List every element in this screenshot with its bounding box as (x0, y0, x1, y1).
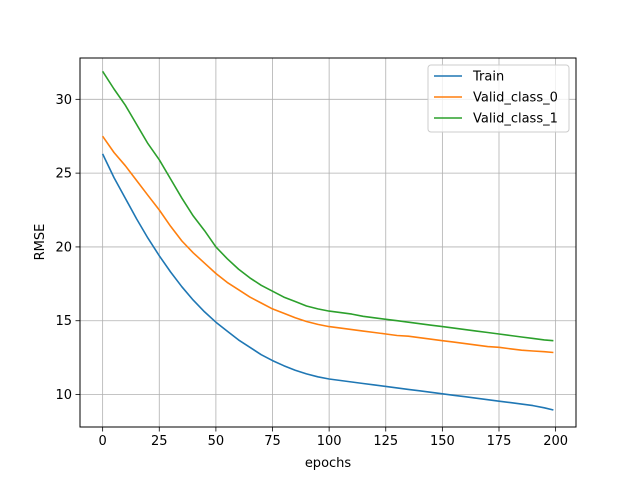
x-tick-label: 175 (487, 434, 512, 449)
x-tick-label: 50 (208, 434, 225, 449)
x-axis-title: epochs (305, 456, 352, 471)
series-line-train (101, 153, 554, 411)
legend-label: Valid_class_1 (473, 112, 558, 127)
y-tick-label: 10 (55, 388, 72, 403)
y-tick-label: 30 (55, 93, 72, 108)
y-tick-label: 15 (55, 314, 72, 329)
x-tick-label: 100 (317, 434, 342, 449)
x-tick-label: 125 (373, 434, 398, 449)
legend-label: Valid_class_0 (473, 91, 558, 106)
y-axis-title: RMSE (33, 224, 48, 261)
legend-box (427, 64, 570, 133)
y-tick-label: 25 (55, 167, 72, 182)
series-line-valid-class-0 (101, 135, 554, 354)
series-line-valid-class-1 (101, 70, 554, 342)
legend-label: Train (472, 70, 504, 85)
x-tick-label: 200 (543, 434, 568, 449)
plot-frame (79, 57, 577, 428)
legend: Train Valid_class_0 Valid_class_1 (427, 64, 570, 133)
x-tick-label: 150 (430, 434, 455, 449)
x-tick-label: 75 (264, 434, 281, 449)
x-tick-label: 25 (151, 434, 168, 449)
x-tick-label: 0 (99, 434, 107, 449)
y-tick-label: 20 (55, 240, 72, 255)
series-lines (101, 70, 554, 411)
axis-ticks: 0 25 50 75 100 125 150 175 200 10 15 20 25 30 (55, 93, 568, 449)
